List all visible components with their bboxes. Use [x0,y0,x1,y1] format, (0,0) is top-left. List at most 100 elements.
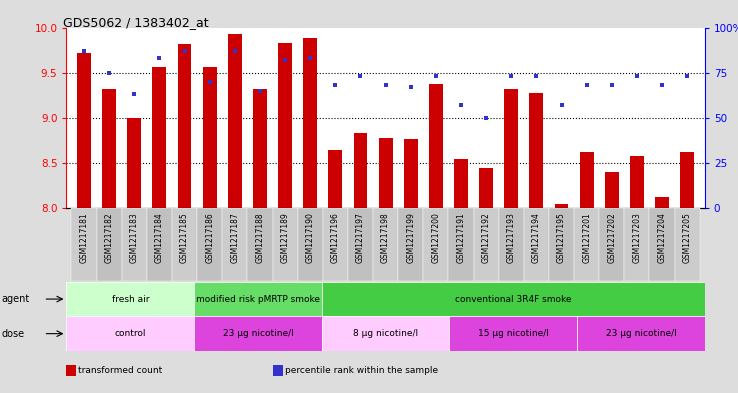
Bar [577,316,705,351]
Bar [449,208,474,281]
Bar [303,39,317,208]
Point [656,82,668,88]
Bar [172,208,197,281]
Point [556,102,568,108]
Point [581,82,593,88]
Point [380,82,392,88]
Bar [322,282,705,316]
Point [430,73,442,79]
Text: GSM1217198: GSM1217198 [381,212,390,263]
Bar [399,208,424,281]
Point [128,91,140,97]
Bar [66,316,194,351]
Text: GSM1217187: GSM1217187 [230,212,239,263]
Bar [580,152,593,208]
Bar [529,93,543,208]
Point [204,79,215,85]
Bar [97,208,122,281]
Text: GSM1217183: GSM1217183 [130,212,139,263]
Text: GSM1217196: GSM1217196 [331,212,339,263]
Point [179,48,190,54]
Text: modified risk pMRTP smoke: modified risk pMRTP smoke [196,295,320,303]
Bar [103,89,116,208]
Point [78,48,90,54]
Bar [328,149,342,208]
Bar [197,208,222,281]
Bar [122,208,147,281]
Bar [479,167,493,208]
Text: transformed count: transformed count [78,366,162,375]
Bar [449,316,577,351]
Bar [474,208,499,281]
Text: GSM1217204: GSM1217204 [658,212,666,263]
Bar [247,208,272,281]
Bar [72,208,97,281]
Point [254,88,266,94]
Bar [429,84,443,208]
Bar [147,208,172,281]
Text: GSM1217189: GSM1217189 [280,212,289,263]
Bar [228,34,242,208]
Bar [549,208,574,281]
Bar [253,89,267,208]
Point [279,57,291,63]
Bar [297,208,323,281]
Point [455,102,467,108]
Bar [574,208,599,281]
Text: GDS5062 / 1383402_at: GDS5062 / 1383402_at [63,16,208,29]
Bar [203,67,216,208]
Bar [194,282,322,316]
Text: 15 µg nicotine/l: 15 µg nicotine/l [477,329,549,338]
Point [329,82,341,88]
Point [606,82,618,88]
Bar [499,208,524,281]
Bar [379,138,393,208]
Text: 23 µg nicotine/l: 23 µg nicotine/l [606,329,676,338]
Bar [178,44,191,208]
Text: GSM1217194: GSM1217194 [532,212,541,263]
Text: GSM1217185: GSM1217185 [180,212,189,263]
Point [631,73,643,79]
Text: control: control [114,329,146,338]
Text: GSM1217191: GSM1217191 [457,212,466,263]
Bar [348,208,373,281]
Point [681,73,693,79]
Bar [424,208,449,281]
Text: GSM1217188: GSM1217188 [255,212,264,263]
Bar [624,208,649,281]
Text: GSM1217199: GSM1217199 [406,212,415,263]
Bar [194,316,322,351]
Text: GSM1217184: GSM1217184 [155,212,164,263]
Bar [454,158,468,208]
Bar [655,196,669,208]
Bar [153,67,166,208]
Text: fresh air: fresh air [111,295,149,303]
Bar [404,139,418,208]
Point [480,115,492,121]
Point [154,55,165,61]
Point [229,48,241,54]
Bar [354,133,368,208]
Text: percentile rank within the sample: percentile rank within the sample [285,366,438,375]
Bar [649,208,675,281]
Point [354,73,366,79]
Text: GSM1217181: GSM1217181 [80,212,89,263]
Text: 23 µg nicotine/l: 23 µg nicotine/l [223,329,293,338]
Bar [504,89,518,208]
Text: GSM1217182: GSM1217182 [105,212,114,263]
Text: GSM1217186: GSM1217186 [205,212,214,263]
Text: GSM1217195: GSM1217195 [557,212,566,263]
Bar [66,282,194,316]
Bar [680,152,694,208]
Bar [599,208,624,281]
Text: GSM1217201: GSM1217201 [582,212,591,263]
Point [103,70,115,76]
Text: GSM1217203: GSM1217203 [632,212,641,263]
Bar [675,208,700,281]
Text: conventional 3R4F smoke: conventional 3R4F smoke [455,295,571,303]
Bar [524,208,549,281]
Bar [323,208,348,281]
Bar [278,43,292,208]
Point [405,84,417,90]
Bar [555,204,568,208]
